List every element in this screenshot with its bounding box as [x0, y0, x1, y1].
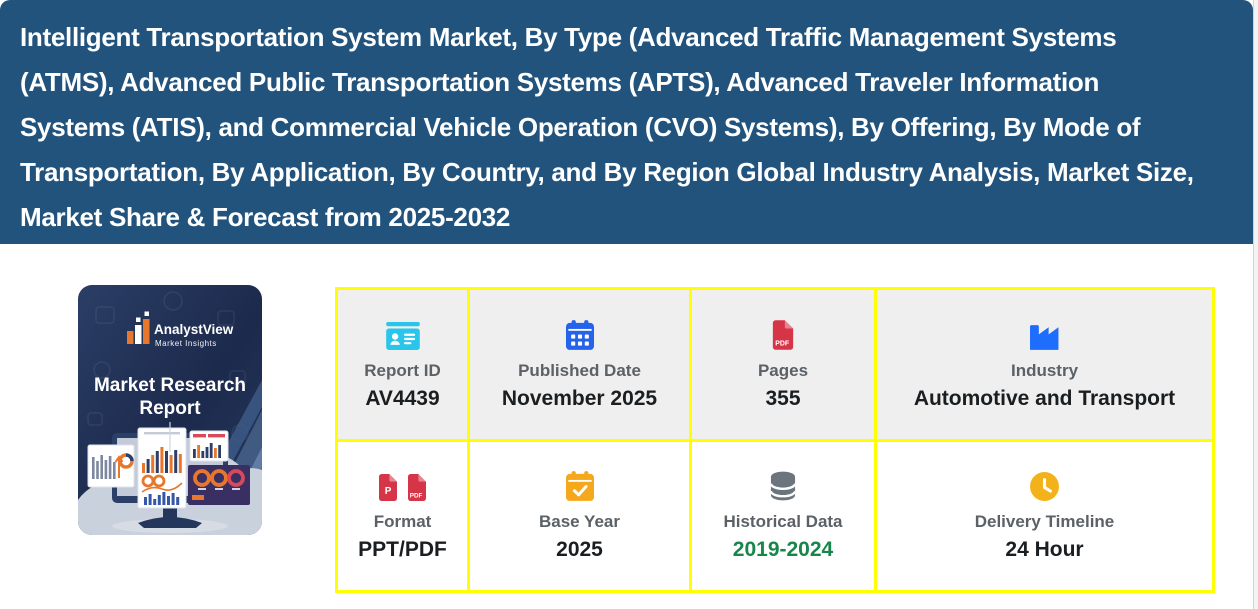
- info-card-value: Automotive and Transport: [913, 386, 1176, 410]
- brand-name: AnalystView: [154, 322, 234, 337]
- info-card-published-date: Published Date November 2025: [470, 290, 689, 439]
- database-icon: [770, 469, 796, 501]
- info-card-label: Base Year: [539, 512, 620, 532]
- info-card-report-id: Report ID AV4439: [338, 290, 467, 439]
- info-card-label: Industry: [1010, 360, 1079, 380]
- svg-text:PDF: PDF: [775, 340, 789, 347]
- scrollbar-gutter[interactable]: [1253, 0, 1258, 609]
- info-card-value: November 2025: [501, 386, 658, 410]
- info-card-pages: PDF Pages 355: [692, 290, 874, 439]
- pdf-file-icon: PDF: [771, 318, 795, 350]
- clock-icon: [1030, 469, 1059, 502]
- calendar-icon: [565, 318, 594, 350]
- info-card-delivery-timeline: Delivery Timeline 24 Hour: [877, 441, 1212, 590]
- svg-text:PDF: PDF: [410, 493, 423, 500]
- info-card-format: P PDF Format PPT/PDF: [338, 441, 467, 590]
- info-card-label: Format: [373, 512, 432, 532]
- calendar-check-icon: [565, 469, 594, 502]
- report-cover-image: AnalystView Market Insights Market Resea…: [78, 285, 262, 535]
- info-card-industry: Industry Automotive and Transport: [877, 290, 1212, 439]
- chart-panels: [87, 427, 250, 509]
- info-card-value: 355: [765, 386, 801, 410]
- id-card-icon: [385, 318, 420, 350]
- info-card-label: Historical Data: [723, 512, 843, 532]
- page-title: Intelligent Transportation System Market…: [20, 22, 1194, 232]
- info-card-value: 24 Hour: [1005, 538, 1084, 562]
- info-card-label: Pages: [757, 360, 809, 380]
- report-info-grid: Report ID AV4439 Published Date November…: [335, 287, 1215, 593]
- report-title-banner: Intelligent Transportation System Market…: [0, 0, 1253, 244]
- info-card-value: PPT/PDF: [358, 538, 447, 562]
- ppt-pdf-files-icon: P PDF: [377, 469, 428, 502]
- svg-text:P: P: [385, 486, 392, 497]
- info-card-label: Report ID: [364, 360, 441, 380]
- info-card-label: Delivery Timeline: [974, 512, 1115, 532]
- brand-subtitle: Market Insights: [155, 339, 217, 348]
- info-card-value: 2025: [556, 538, 603, 562]
- cover-pattern: [87, 291, 249, 442]
- info-card-value: 2019-2024: [732, 538, 834, 562]
- cover-title-line1: Market Research: [94, 375, 246, 396]
- info-card-historical-data: Historical Data 2019-2024: [692, 441, 874, 590]
- analystview-logo: AnalystView Market Insights: [127, 311, 234, 348]
- info-card-label: Published Date: [518, 360, 641, 380]
- cover-title-line2: Report: [139, 398, 201, 419]
- report-cover-art: AnalystView Market Insights Market Resea…: [78, 285, 262, 535]
- factory-icon: [1029, 318, 1060, 350]
- info-card-value: AV4439: [365, 386, 440, 410]
- info-card-base-year: Base Year 2025: [470, 441, 689, 590]
